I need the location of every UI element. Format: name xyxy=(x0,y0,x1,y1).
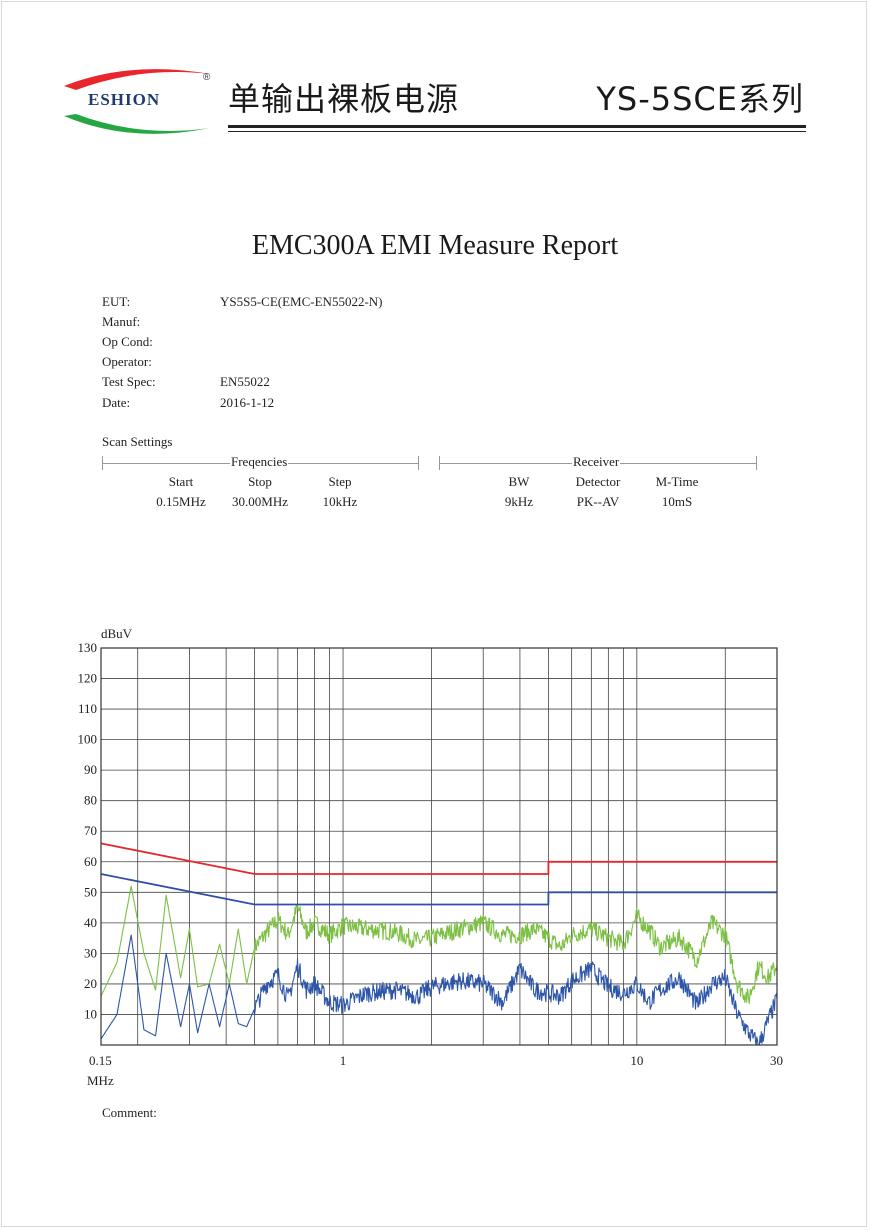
header-rule-thick xyxy=(228,125,806,128)
info-label: Date: xyxy=(102,395,131,410)
brand-name: ESHION xyxy=(88,90,161,109)
receiver-value-mtime: 10mS xyxy=(661,494,693,509)
freq-header-start: Start xyxy=(168,474,194,489)
receiver-value-bw: 9kHz xyxy=(504,494,534,509)
comment-label: Comment: xyxy=(102,1105,157,1120)
scan-settings-title: Scan Settings xyxy=(102,434,173,449)
receiver-header-detector: Detector xyxy=(575,474,621,489)
freq-value-start: 0.15MHz xyxy=(156,494,206,509)
info-value: EN55022 xyxy=(220,374,270,389)
eshion-logo xyxy=(64,69,210,134)
receiver-label: Receiver xyxy=(572,454,621,470)
receiver-header-bw: BW xyxy=(508,474,530,489)
series-title: YS-5SCE系列 xyxy=(596,80,804,118)
info-label: Op Cond: xyxy=(102,334,153,349)
info-value: YS5S5-CE(EMC-EN55022-N) xyxy=(220,294,383,309)
group-tick xyxy=(102,456,103,470)
info-value: 2016-1-12 xyxy=(220,395,275,410)
info-label: Operator: xyxy=(102,354,152,369)
group-tick xyxy=(439,456,440,470)
product-title: 单输出裸板电源 xyxy=(228,80,460,118)
freq-header-step: Step xyxy=(328,474,352,489)
receiver-value-detector: PK--AV xyxy=(576,494,620,509)
report-title: EMC300A EMI Measure Report xyxy=(251,230,619,261)
frequencies-label: Freqencies xyxy=(230,454,289,470)
info-label: EUT: xyxy=(102,294,131,309)
freq-value-step: 10kHz xyxy=(322,494,358,509)
group-tick xyxy=(756,456,757,470)
registered-mark: ® xyxy=(203,72,211,83)
header-rule-thin xyxy=(228,131,806,132)
freq-value-stop: 30.00MHz xyxy=(232,494,288,509)
info-label: Test Spec: xyxy=(102,374,156,389)
receiver-header-mtime: M-Time xyxy=(655,474,699,489)
info-label: Manuf: xyxy=(102,314,141,329)
freq-header-stop: Stop xyxy=(248,474,272,489)
group-tick xyxy=(418,456,419,470)
